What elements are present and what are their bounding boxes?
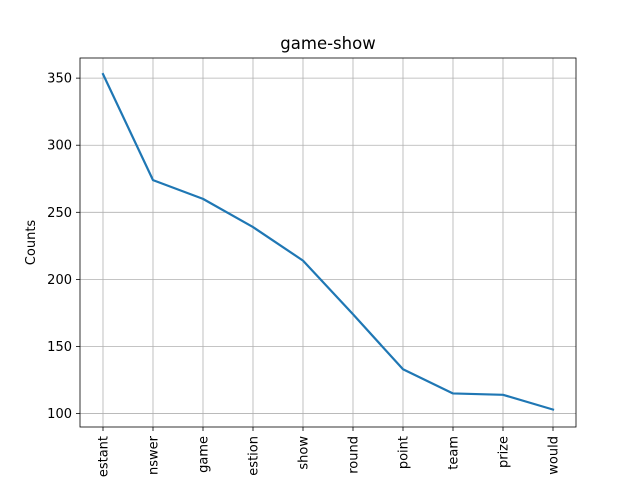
x-tick-label: game	[197, 436, 212, 473]
x-tick-label: estant	[97, 436, 112, 477]
x-tick-label: point	[397, 436, 412, 469]
x-tick-label: show	[297, 436, 312, 470]
y-tick-label: 150	[47, 340, 72, 355]
series-layer	[101, 72, 555, 411]
y-tick-label: 350	[47, 72, 72, 87]
grid	[80, 58, 576, 427]
y-tick-label: 100	[47, 407, 72, 422]
x-tick-label: prize	[497, 436, 512, 468]
chart-title: game-show	[280, 34, 375, 53]
y-tick-label: 300	[47, 139, 72, 154]
y-axis-label: Counts	[24, 220, 39, 266]
y-tick-label: 250	[47, 206, 72, 221]
series-line	[101, 72, 555, 411]
axes-frame	[79, 57, 577, 428]
x-tick-label: would	[547, 436, 562, 475]
x-tick-label: round	[347, 436, 362, 474]
ticks: estant nswer game estion show round point team p…	[47, 72, 561, 478]
x-tick-label: estion	[247, 436, 262, 476]
x-tick-label: nswer	[147, 435, 162, 475]
x-tick-label: team	[447, 436, 462, 470]
y-tick-label: 200	[47, 273, 72, 288]
